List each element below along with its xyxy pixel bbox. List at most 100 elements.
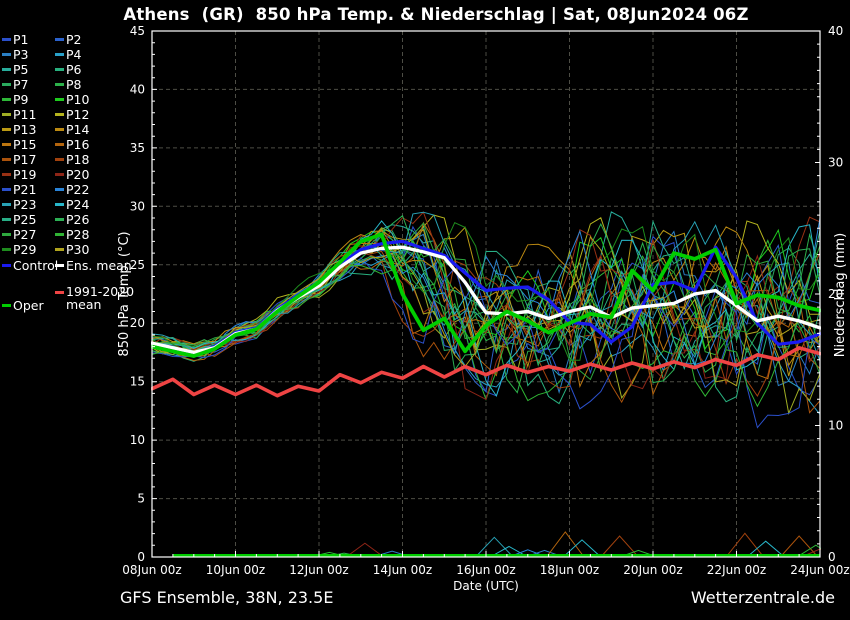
legend-swatch-control: [2, 264, 11, 267]
x-tick-label: 10Jun 00z: [206, 563, 265, 577]
minor-ticks: [152, 42, 820, 557]
x-tick-label: 16Jun 00z: [456, 563, 515, 577]
legend-label-P6: P6: [66, 62, 82, 77]
legend-swatch-P25: [2, 218, 11, 221]
legend-swatch-P4: [55, 53, 64, 56]
legend-item-P11: P11: [2, 107, 36, 122]
legend-swatch-P9: [2, 98, 11, 101]
x-tick-label: 24Jun 00z: [790, 563, 849, 577]
legend-swatch-P20: [55, 173, 64, 176]
legend-swatch-P21: [2, 188, 11, 191]
legend-swatch-P29: [2, 248, 11, 251]
legend-label-P3: P3: [13, 47, 29, 62]
legend: P1 P2 P3 P4 P5 P6 P7 P8 P9 P10 P11 P12 P13 P14 P15 P16 P…: [2, 0, 152, 620]
legend-swatch-ens-mean: [55, 264, 64, 267]
legend-item-P23: P23: [2, 197, 36, 212]
legend-item-P25: P25: [2, 212, 36, 227]
legend-item-ens-mean: Ens. mean: [55, 258, 132, 273]
precip-spike: [600, 535, 639, 558]
legend-swatch-P7: [2, 83, 11, 86]
legend-label-P27: P27: [13, 227, 37, 242]
legend-item-climate-mean: 1991-2020 mean: [55, 285, 134, 311]
y-right-tick-label: 30: [828, 156, 843, 170]
legend-item-P17: P17: [2, 152, 36, 167]
x-axis-title: Date (UTC): [453, 579, 519, 593]
legend-label-P23: P23: [13, 197, 37, 212]
x-tick-label: 20Jun 00z: [623, 563, 682, 577]
axis-ticks: [152, 42, 820, 557]
y-left-tick-label: 40: [130, 82, 145, 96]
legend-swatch-P13: [2, 128, 11, 131]
footer-model-info: GFS Ensemble, 38N, 23.5E: [120, 588, 334, 607]
legend-label-P15: P15: [13, 137, 37, 152]
legend-item-P14: P14: [55, 122, 89, 137]
legend-label-P21: P21: [13, 182, 37, 197]
legend-swatch-P28: [55, 233, 64, 236]
legend-swatch-climate-mean: [55, 291, 64, 294]
y-left-tick-label: 10: [130, 433, 145, 447]
precip-spike: [779, 535, 819, 558]
y-left-tick-label: 45: [130, 24, 145, 38]
legend-label-ens-mean: Ens. mean: [66, 258, 132, 273]
legend-label-oper: Oper: [13, 297, 44, 313]
chart-title: Athens (GR) 850 hPa Temp. & Niederschlag…: [123, 5, 749, 24]
tick-labels: 0 5 10 15 20 25 30 35 40 45 0 10 20 30 40 08Jun 00z 10Ju…: [122, 24, 849, 577]
legend-item-P27: P27: [2, 227, 36, 242]
legend-swatch-P22: [55, 188, 64, 191]
precip-spike: [345, 542, 384, 558]
legend-item-oper: Oper: [2, 298, 44, 313]
legend-item-control: Control: [2, 258, 58, 273]
legend-label-P19: P19: [13, 167, 37, 182]
legend-item-P30: P30: [55, 242, 89, 257]
legend-swatch-P17: [2, 158, 11, 161]
x-tick-label: 18Jun 00z: [540, 563, 599, 577]
legend-item-P10: P10: [55, 92, 89, 107]
legend-item-P16: P16: [55, 137, 89, 152]
legend-swatch-P30: [55, 248, 64, 251]
y-left-tick-label: 15: [130, 375, 145, 389]
legend-label-P26: P26: [66, 212, 90, 227]
legend-swatch-P1: [2, 38, 11, 41]
legend-label-P29: P29: [13, 242, 37, 257]
legend-item-P12: P12: [55, 107, 89, 122]
legend-item-P19: P19: [2, 167, 36, 182]
legend-label-P20: P20: [66, 167, 90, 182]
legend-label-P14: P14: [66, 122, 90, 137]
legend-swatch-P18: [55, 158, 64, 161]
legend-item-P8: P8: [55, 77, 82, 92]
y-left-tick-label: 30: [130, 199, 145, 213]
y-right-axis-title: Niederschlag (mm): [833, 233, 848, 358]
x-tick-label: 08Jun 00z: [122, 563, 181, 577]
y-right-tick-label: 0: [828, 550, 836, 564]
legend-label-P24: P24: [66, 197, 90, 212]
legend-swatch-P8: [55, 83, 64, 86]
legend-item-P3: P3: [2, 47, 29, 62]
y-right-tick-label: 20: [828, 287, 843, 301]
legend-swatch-P26: [55, 218, 64, 221]
y-left-axis-title: 850 hPa Temp. (°C): [117, 231, 132, 356]
precip-spike: [489, 545, 529, 558]
legend-label-P10: P10: [66, 92, 90, 107]
legend-label-P7: P7: [13, 77, 29, 92]
member-line-P2: [151, 232, 821, 393]
member-line-P29: [151, 222, 821, 361]
legend-item-P4: P4: [55, 47, 82, 62]
legend-label-P12: P12: [66, 107, 90, 122]
legend-swatch-P11: [2, 113, 11, 116]
legend-item-P7: P7: [2, 77, 29, 92]
legend-item-P13: P13: [2, 122, 36, 137]
legend-item-P22: P22: [55, 182, 89, 197]
y-left-tick-label: 35: [130, 141, 145, 155]
legend-label-P28: P28: [66, 227, 90, 242]
legend-label-climate-mean: 1991-2020 mean: [66, 285, 134, 311]
legend-swatch-P16: [55, 143, 64, 146]
legend-item-P6: P6: [55, 62, 82, 77]
legend-label-P11: P11: [13, 107, 37, 122]
y-left-tick-label: 0: [137, 550, 145, 564]
precip-spike: [546, 531, 585, 558]
member-line-P28: [151, 240, 821, 408]
y-right-tick-label: 40: [828, 24, 843, 38]
member-line-P22: [151, 217, 821, 366]
